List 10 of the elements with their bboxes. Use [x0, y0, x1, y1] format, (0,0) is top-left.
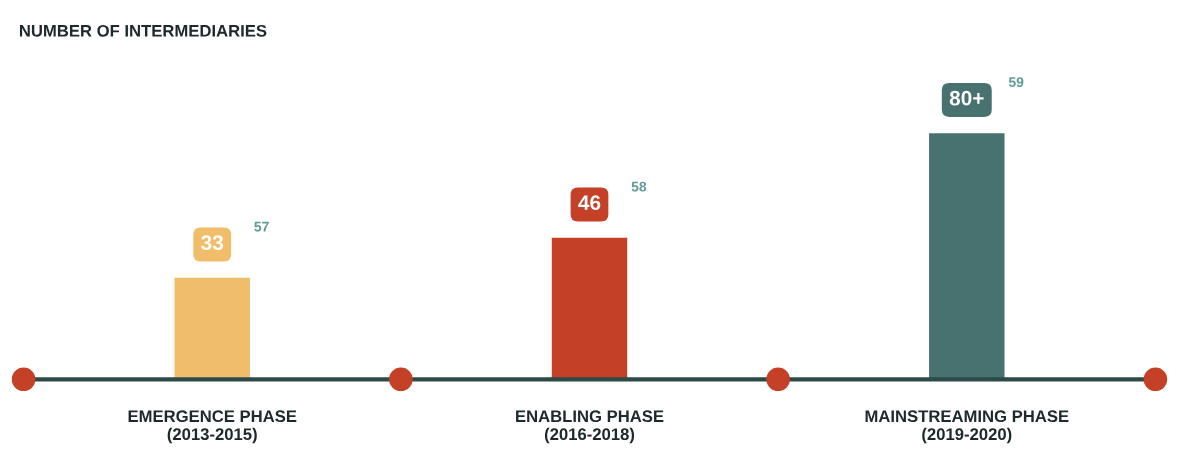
x-tick-label: ENABLING PHASE (2016-2018) — [516, 410, 664, 444]
x-tick-label: MAINSTREAMING PHASE (2019-2020) — [865, 410, 1069, 444]
x-tick-label: EMERGENCE PHASE (2013-2015) — [128, 410, 297, 444]
data-label: 33 — [201, 235, 224, 251]
data-label: 80+ — [949, 90, 984, 106]
annotation: 57 — [254, 221, 269, 232]
chart-title: NUMBER OF INTERMEDIARIES — [19, 24, 267, 37]
annotation: 58 — [631, 181, 647, 192]
data-label: 46 — [578, 195, 601, 211]
text: 59 — [1008, 77, 1024, 87]
